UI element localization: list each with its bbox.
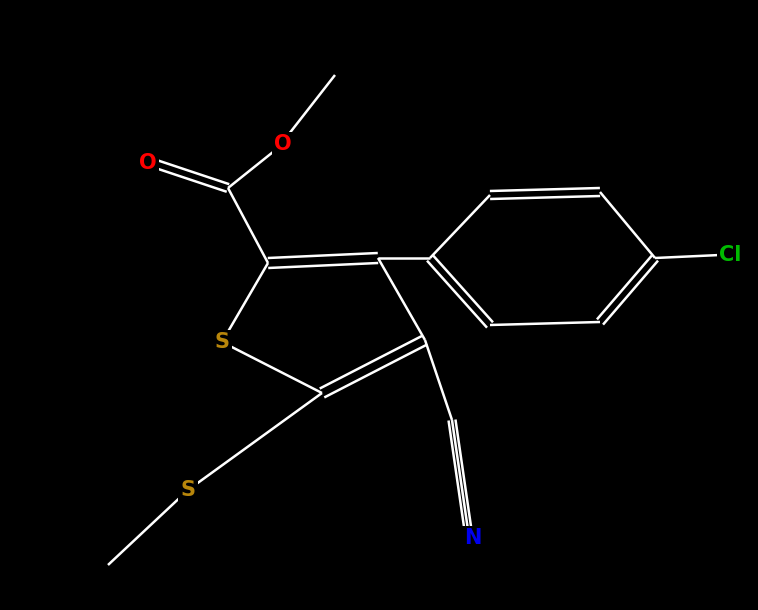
Text: O: O [274, 134, 292, 154]
Text: S: S [180, 480, 196, 500]
Text: S: S [215, 332, 230, 352]
Text: O: O [139, 153, 157, 173]
Text: Cl: Cl [719, 245, 741, 265]
Text: N: N [465, 528, 481, 548]
